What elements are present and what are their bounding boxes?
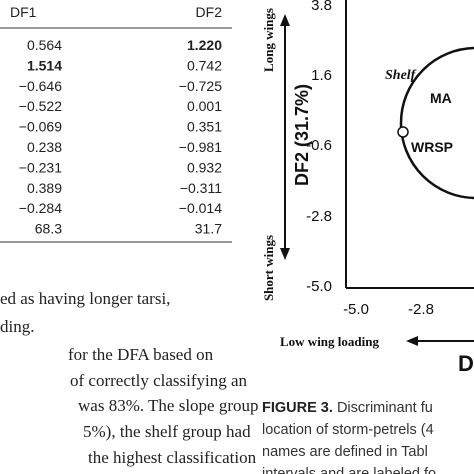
table-cell: 0.564	[27, 37, 62, 53]
y-axis-label: DF2 (31.7%)	[292, 84, 312, 186]
column-header: DF2	[196, 4, 223, 20]
table: DF1 DF2 0.564 1.220 1.514 0.742 −0.646 −0.725…	[0, 4, 232, 243]
table-cell: 31.7	[195, 221, 222, 237]
group-label: MA	[430, 90, 452, 106]
arrow-label: Low wing loading	[280, 334, 379, 349]
x-tick-label: -5.0	[343, 301, 369, 318]
x-tick-label: -2.8	[408, 301, 434, 318]
y-tick-label: -5.0	[306, 278, 332, 295]
text-line: of correctly classifying an	[70, 371, 248, 390]
body-text: ed as having longer tarsi, ding. for the…	[0, 289, 259, 467]
column-header: DF1	[10, 4, 37, 20]
arrow-head	[280, 248, 290, 260]
table-cell: −0.284	[19, 200, 62, 216]
table-body: 0.564 1.220 1.514 0.742 −0.646 −0.725 −0.522 0.…	[19, 37, 222, 237]
y-tick-label: -2.8	[306, 208, 332, 225]
text-line: for the DFA based on	[68, 345, 214, 364]
caption-line: location of storm-petrels (4	[262, 422, 434, 438]
table-cell: 0.351	[187, 119, 222, 135]
text-line: was 83%. The slope group	[78, 396, 259, 415]
table-cell: −0.311	[180, 180, 222, 196]
caption-line: names are defined in Tabl	[262, 444, 428, 460]
y-tick-label: -0.6	[306, 137, 332, 154]
table-cell: 68.3	[35, 221, 62, 237]
text-line: ed as having longer tarsi,	[0, 289, 170, 308]
table-cell: 0.742	[187, 57, 222, 73]
y-tick-label: 3.8	[311, 0, 332, 14]
table-cell: 0.932	[187, 159, 222, 175]
table-cell: 1.514	[27, 57, 62, 73]
point	[397, 126, 409, 138]
table-cell: 0.001	[187, 98, 222, 114]
text-line: the highest classification	[88, 448, 257, 467]
table-cell: −0.069	[19, 119, 62, 135]
text-line: 5%), the shelf group had	[83, 422, 251, 441]
table-cell: −0.522	[19, 98, 62, 114]
arrow-head	[280, 14, 290, 26]
table-cell: 1.220	[187, 37, 222, 53]
table-cell: −0.014	[179, 200, 222, 216]
table-cell: 0.238	[27, 139, 62, 155]
x-axis-label: DF1	[458, 351, 474, 376]
group-label: WRSP	[411, 139, 453, 155]
table-cell: −0.646	[19, 78, 62, 94]
caption-label: FIGURE 3.	[262, 400, 333, 416]
arrow-label: Short wings	[261, 235, 276, 301]
table-cell: −0.231	[19, 159, 62, 175]
table-cell: 0.389	[27, 180, 62, 196]
table-cell: −0.981	[179, 139, 222, 155]
caption-line: FIGURE 3. Discriminant fu	[262, 400, 433, 416]
y-tick-label: 1.6	[311, 67, 332, 84]
arrow-label: Long wings	[261, 8, 276, 72]
table-cell: −0.725	[179, 78, 222, 94]
ellipse	[399, 46, 474, 200]
text-line: ding.	[0, 317, 34, 336]
arrow-head	[406, 336, 418, 346]
figure: 3.8 1.6 -0.6 -2.8 -5.0 -5.0 -2.8 DF2 (31…	[261, 0, 474, 474]
caption-text: Discriminant fu	[337, 400, 433, 416]
caption-line: intervals and are labeled fo	[262, 466, 436, 474]
group-label: Shelf	[385, 68, 417, 83]
